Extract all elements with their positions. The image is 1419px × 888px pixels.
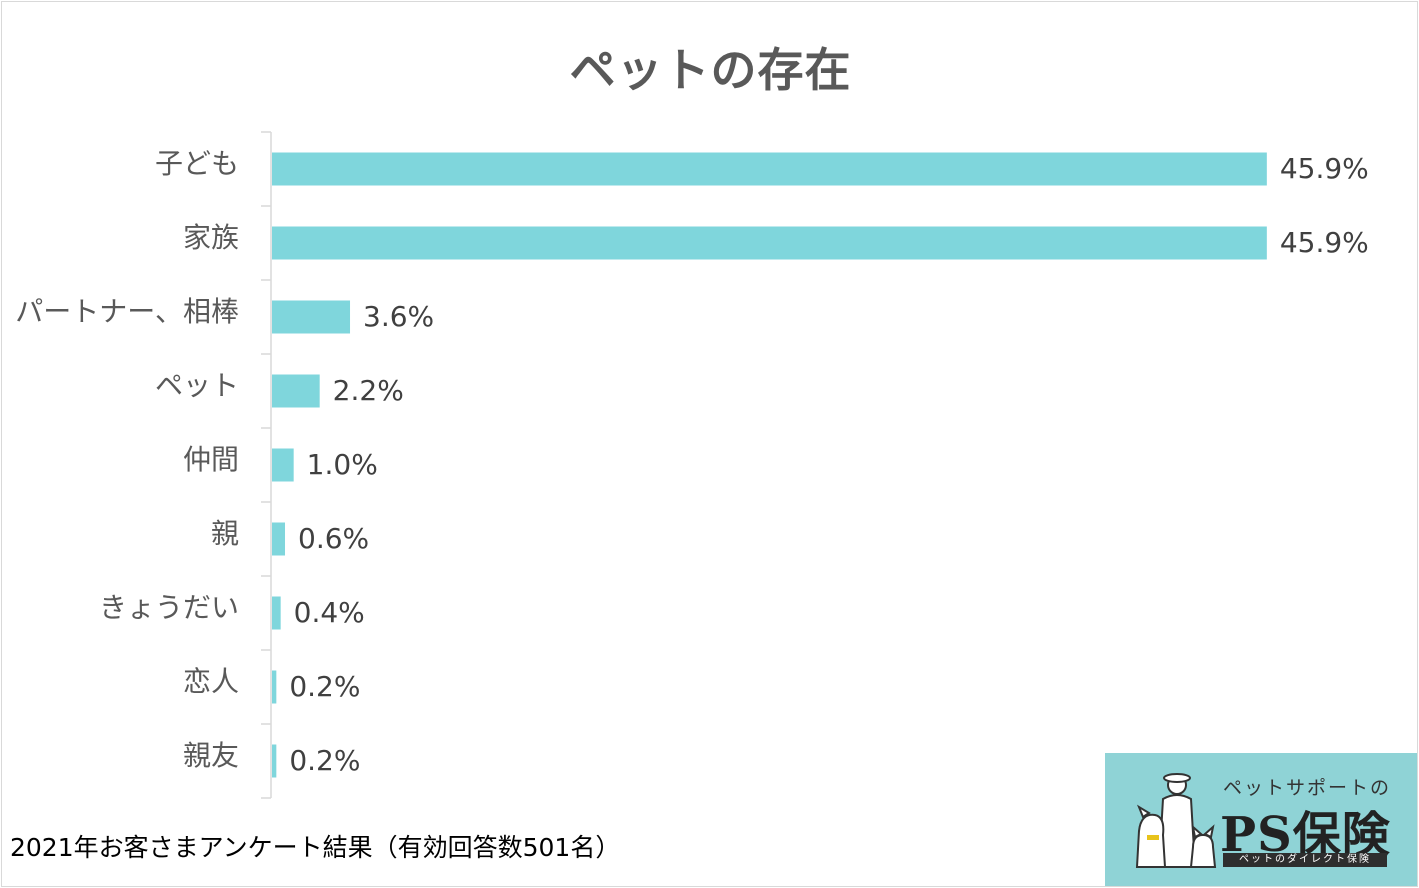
bar-6 (272, 596, 281, 630)
category-label: パートナー、相棒 (15, 295, 239, 328)
value-labels: 45.9% 45.9% 3.6% 2.2% 1.0% 0.6% 0.4% 0.2% 0.2% (289, 152, 1368, 777)
bar-7 (272, 670, 277, 704)
bars (272, 152, 1267, 778)
category-axis (261, 131, 272, 799)
logo-subtitle: ペットサポートの (1223, 777, 1392, 799)
value-label: 0.2% (289, 670, 360, 703)
bar-2 (272, 300, 351, 334)
logo-tagline: ペットのダイレクト保険 (1223, 853, 1387, 867)
bar-3 (272, 374, 320, 408)
category-label: 子ども (155, 147, 239, 180)
bar-4 (272, 448, 294, 482)
category-label: 家族 (183, 221, 239, 254)
category-label: 恋人 (183, 665, 239, 698)
bar-5 (272, 522, 286, 556)
bar-1 (272, 226, 1267, 260)
pet-owner-illustration-icon (1135, 773, 1217, 868)
footnote: 2021年お客さまアンケート結果（有効回答数501名） (10, 833, 621, 862)
category-label: 親友 (183, 739, 239, 772)
value-label: 45.9% (1280, 152, 1369, 185)
category-label: 仲間 (183, 443, 239, 476)
value-label: 0.2% (289, 744, 360, 777)
value-label: 0.6% (298, 522, 369, 555)
value-label: 3.6% (363, 300, 434, 333)
category-label: きょうだい (99, 591, 239, 624)
value-label: 1.0% (307, 448, 378, 481)
value-label: 2.2% (333, 374, 404, 407)
category-label: ペット (155, 369, 239, 402)
bar-0 (272, 152, 1267, 186)
value-label: 0.4% (294, 596, 365, 629)
value-label: 45.9% (1280, 226, 1369, 259)
bar-8 (272, 744, 277, 778)
chart-title: ペットの存在 (569, 43, 852, 97)
category-label: 親 (211, 517, 239, 550)
ps-insurance-logo[interactable]: ペットサポートの PS保険 ペットのダイレクト保険 (1105, 753, 1417, 886)
